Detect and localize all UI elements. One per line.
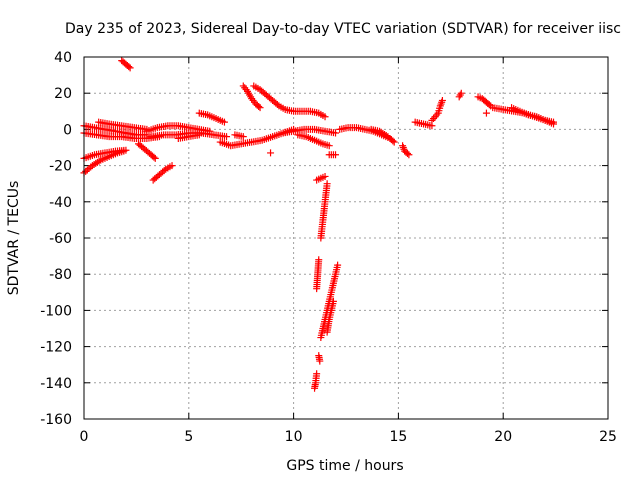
- data-point: [267, 149, 275, 157]
- data-point: [273, 101, 281, 109]
- data-point: [390, 138, 398, 146]
- data-point: [457, 89, 465, 97]
- data-point: [405, 151, 413, 159]
- data-point: [382, 132, 390, 140]
- data-point: [95, 157, 103, 165]
- y-tick-label: -80: [49, 267, 72, 283]
- x-tick-label: 10: [285, 429, 303, 445]
- data-point: [321, 172, 329, 180]
- data-point: [332, 129, 340, 137]
- x-tick-label: 0: [80, 429, 89, 445]
- data-point: [311, 384, 319, 392]
- y-tick-label: -120: [40, 340, 72, 356]
- data-point: [437, 100, 445, 108]
- y-tick-label: -40: [49, 195, 72, 211]
- data-point: [125, 63, 133, 71]
- data-point: [168, 162, 176, 170]
- x-tick-label: 15: [389, 429, 407, 445]
- y-tick-label: -60: [49, 231, 72, 247]
- grid: [83, 56, 609, 420]
- x-axis-label: GPS time / hours: [286, 458, 403, 474]
- ticks: 0 5 10 15 20 25 40 20 0 -20 -40 -60 -80 -100 -120 -140 -…: [40, 50, 617, 445]
- data-point: [321, 113, 329, 121]
- data-point: [332, 151, 340, 159]
- x-tick-label: 5: [184, 429, 193, 445]
- data-point: [431, 113, 439, 121]
- data-point: [550, 118, 558, 126]
- data-point: [389, 137, 397, 145]
- data-point: [482, 109, 490, 117]
- data-point: [384, 133, 392, 141]
- data-point: [313, 285, 321, 293]
- y-tick-label: 0: [63, 122, 72, 138]
- data-point: [323, 328, 331, 336]
- data-point: [485, 101, 493, 109]
- data-points: [80, 57, 558, 392]
- chart-title: Day 235 of 2023, Sidereal Day-to-day VTE…: [65, 21, 621, 37]
- data-point: [430, 115, 438, 123]
- data-point: [239, 133, 247, 141]
- data-point: [160, 167, 168, 175]
- y-tick-label: -160: [40, 412, 72, 428]
- data-point: [438, 96, 446, 104]
- data-point: [325, 142, 333, 150]
- data-point: [438, 98, 446, 106]
- data-point: [403, 150, 411, 158]
- x-tick-label: 25: [599, 429, 617, 445]
- data-point: [151, 154, 159, 162]
- data-point: [317, 334, 325, 342]
- data-point: [120, 147, 128, 155]
- data-point: [256, 104, 264, 112]
- data-point: [316, 357, 324, 365]
- x-tick-label: 20: [494, 429, 512, 445]
- y-tick-label: 40: [54, 50, 72, 66]
- y-tick-label: -20: [49, 159, 72, 175]
- data-point: [456, 91, 464, 99]
- data-point: [317, 234, 325, 242]
- data-point: [223, 133, 231, 141]
- plot-frame: [83, 56, 609, 420]
- y-axis-label: SDTVAR / TECUs: [6, 181, 22, 296]
- data-point: [150, 153, 158, 161]
- data-point: [255, 102, 263, 110]
- data-point: [220, 118, 228, 126]
- y-tick-label: -140: [40, 376, 72, 392]
- data-point: [126, 64, 134, 72]
- y-tick-label: 20: [54, 86, 72, 102]
- y-tick-label: -100: [40, 303, 72, 319]
- data-point: [195, 131, 203, 139]
